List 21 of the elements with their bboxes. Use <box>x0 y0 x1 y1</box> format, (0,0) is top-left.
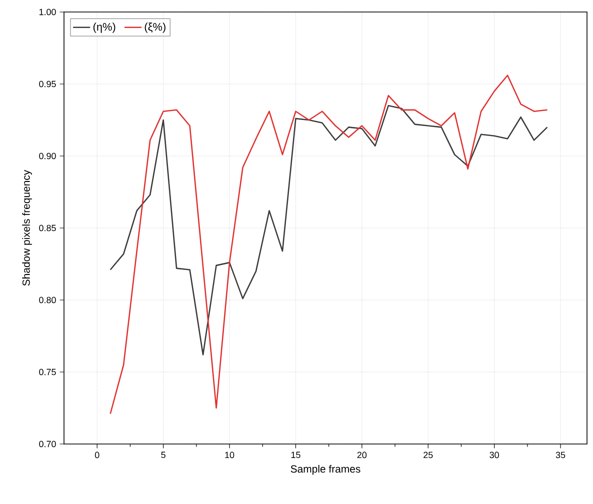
legend-label: (ξ%) <box>144 22 166 33</box>
x-axis-title: Sample frames <box>290 464 360 475</box>
y-tick-label: 0.80 <box>39 296 56 304</box>
line-series <box>110 104 548 356</box>
y-tick-label: 0.95 <box>39 80 56 88</box>
x-tick-label: 10 <box>225 452 234 458</box>
legend-label: (η%) <box>93 22 116 33</box>
y-tick-label: 1.00 <box>39 8 56 16</box>
y-axis-title: Shadow pixels frequency <box>22 170 32 286</box>
line-series <box>110 74 548 414</box>
y-tick-label: 0.75 <box>39 368 56 376</box>
x-tick-label: 5 <box>161 452 166 458</box>
y-tick-label: 0.85 <box>39 224 56 232</box>
x-tick-label: 20 <box>357 452 367 458</box>
x-tick-label: 25 <box>424 452 433 458</box>
y-tick-label: 0.70 <box>39 440 56 448</box>
x-tick-label: 35 <box>556 452 566 458</box>
x-tick-label: 0 <box>94 452 100 458</box>
y-tick-label: 0.90 <box>39 152 56 160</box>
x-tick-label: 30 <box>490 452 499 458</box>
x-tick-label: 15 <box>291 452 300 458</box>
